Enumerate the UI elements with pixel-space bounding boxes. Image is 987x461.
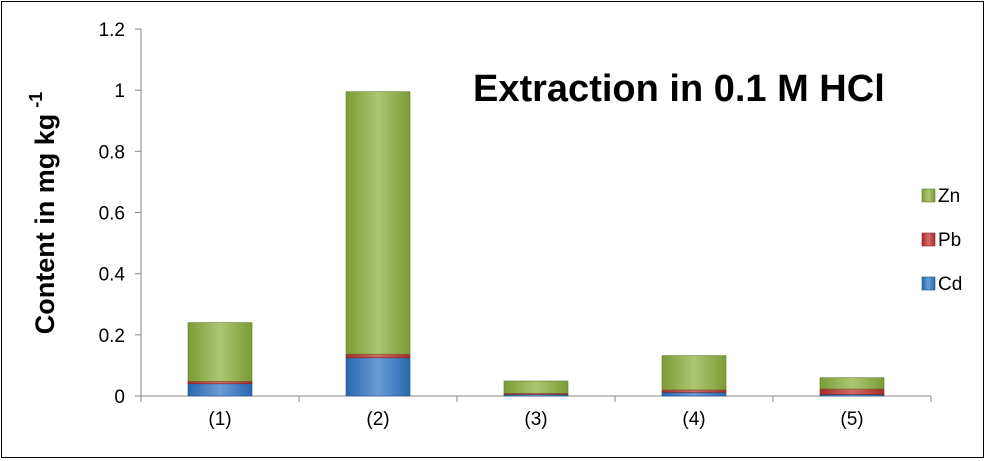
bar-cd-2 (345, 357, 411, 397)
y-axis-title: Content in mg kg-1 (26, 92, 60, 335)
y-tick-label: 0 (114, 387, 125, 408)
y-tick-label: 0.6 (99, 204, 125, 225)
bar-zn-5 (819, 377, 885, 390)
legend-label-pb: Pb (938, 230, 961, 251)
bar-zn-1 (187, 322, 253, 382)
bar-pb-5 (819, 388, 885, 395)
y-tick-label: 0.4 (99, 265, 126, 286)
legend-swatch-zn (921, 188, 936, 203)
bar-pb-2 (345, 353, 411, 359)
x-tick-label: (4) (682, 409, 705, 430)
chart-title: Extraction in 0.1 M HCl (473, 68, 885, 110)
y-tick-label: 0.8 (99, 142, 125, 163)
x-tick-label: (1) (208, 409, 231, 430)
legend-label-cd: Cd (938, 274, 962, 295)
y-tick-label: 0.2 (99, 326, 125, 347)
x-tick-label: (5) (840, 409, 863, 430)
y-tick-label: 1 (114, 81, 125, 102)
bar-cd-4 (661, 392, 727, 397)
bar-zn-2 (345, 91, 411, 355)
bar-pb-4 (661, 389, 727, 393)
x-tick-label: (3) (524, 409, 547, 430)
legend-swatch-cd (921, 276, 936, 291)
legend-label-zn: Zn (938, 186, 960, 207)
legend-swatch-pb (921, 232, 936, 247)
y-tick-label: 1.2 (99, 20, 125, 41)
bar-pb-1 (187, 381, 253, 385)
bar-zn-4 (661, 355, 727, 391)
x-tick-label: (2) (366, 409, 389, 430)
bar-cd-1 (187, 383, 253, 397)
bar-zn-3 (503, 380, 569, 394)
